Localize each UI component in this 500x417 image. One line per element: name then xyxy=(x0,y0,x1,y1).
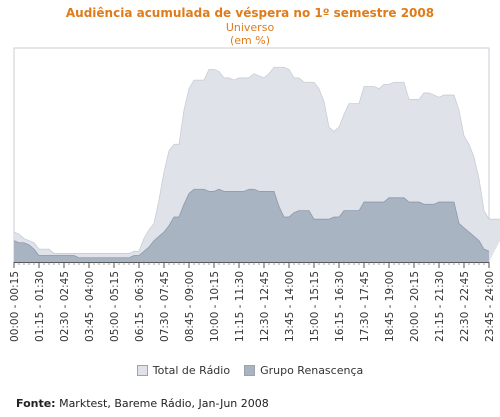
source-footer: Fonte: Marktest, Bareme Rádio, Jan-Jun 2… xyxy=(16,397,269,410)
x-tick-label: 02:30 - 02:45 xyxy=(59,271,71,342)
series-line-grupo-renascenca xyxy=(13,188,490,259)
x-tick-label: 22:30 - 22:45 xyxy=(459,271,471,342)
x-tick-label: 21:15 - 21:30 xyxy=(434,271,446,342)
x-tick-label: 00:00 - 00:15 xyxy=(9,271,21,342)
x-tick-label: 10:00 - 10:15 xyxy=(209,271,221,342)
x-tick-label: 07:30 - 07:45 xyxy=(159,271,171,342)
x-tick-label: 13:45 - 14:00 xyxy=(284,271,296,342)
x-tick-label: 23:45 - 24:00 xyxy=(484,271,496,342)
chart-subtitle-universe: Universo xyxy=(225,21,275,34)
source-label: Fonte: xyxy=(16,397,56,410)
legend-item-total-radio: Total de Rádio xyxy=(136,364,231,377)
chart-title: Audiência acumulada de véspera no 1º sem… xyxy=(65,6,435,20)
legend-label-total-radio: Total de Rádio xyxy=(152,364,231,377)
legend-label-grupo-renascenca: Grupo Renascença xyxy=(260,364,364,377)
x-tick-label: 17:30 - 17:45 xyxy=(359,271,371,342)
x-tick-label: 18:45 - 19:00 xyxy=(384,271,396,342)
x-tick-label: 08:45 - 09:00 xyxy=(184,271,196,342)
series-area-grupo-renascenca xyxy=(14,189,489,262)
series-line-total-radio xyxy=(13,66,500,254)
x-tick-label: 20:00 - 20:15 xyxy=(409,271,421,342)
x-tick-label: 11:15 - 11:30 xyxy=(234,271,246,342)
source-text: Marktest, Bareme Rádio, Jan-Jun 2008 xyxy=(55,397,269,410)
x-tick-label: 05:00 - 05:15 xyxy=(109,271,121,342)
x-tick-label: 03:45 - 04:00 xyxy=(84,271,96,342)
legend-swatch-grupo-renascenca xyxy=(244,365,256,376)
legend-swatch-total-radio xyxy=(136,365,148,376)
x-tick-label: 16:15 - 16:30 xyxy=(334,271,346,342)
x-tick-label: 01:15 - 01:30 xyxy=(34,271,46,342)
x-tick-label: 12:30 - 12:45 xyxy=(259,271,271,342)
x-tick-label: 15:00 - 15:15 xyxy=(309,271,321,342)
chart-legend: Total de Rádio Grupo Renascença xyxy=(0,364,500,377)
chart-subtitle-unit: (em %) xyxy=(229,34,270,47)
x-tick-label: 06:15 - 06:30 xyxy=(134,271,146,342)
legend-item-grupo-renascenca: Grupo Renascença xyxy=(244,364,363,377)
